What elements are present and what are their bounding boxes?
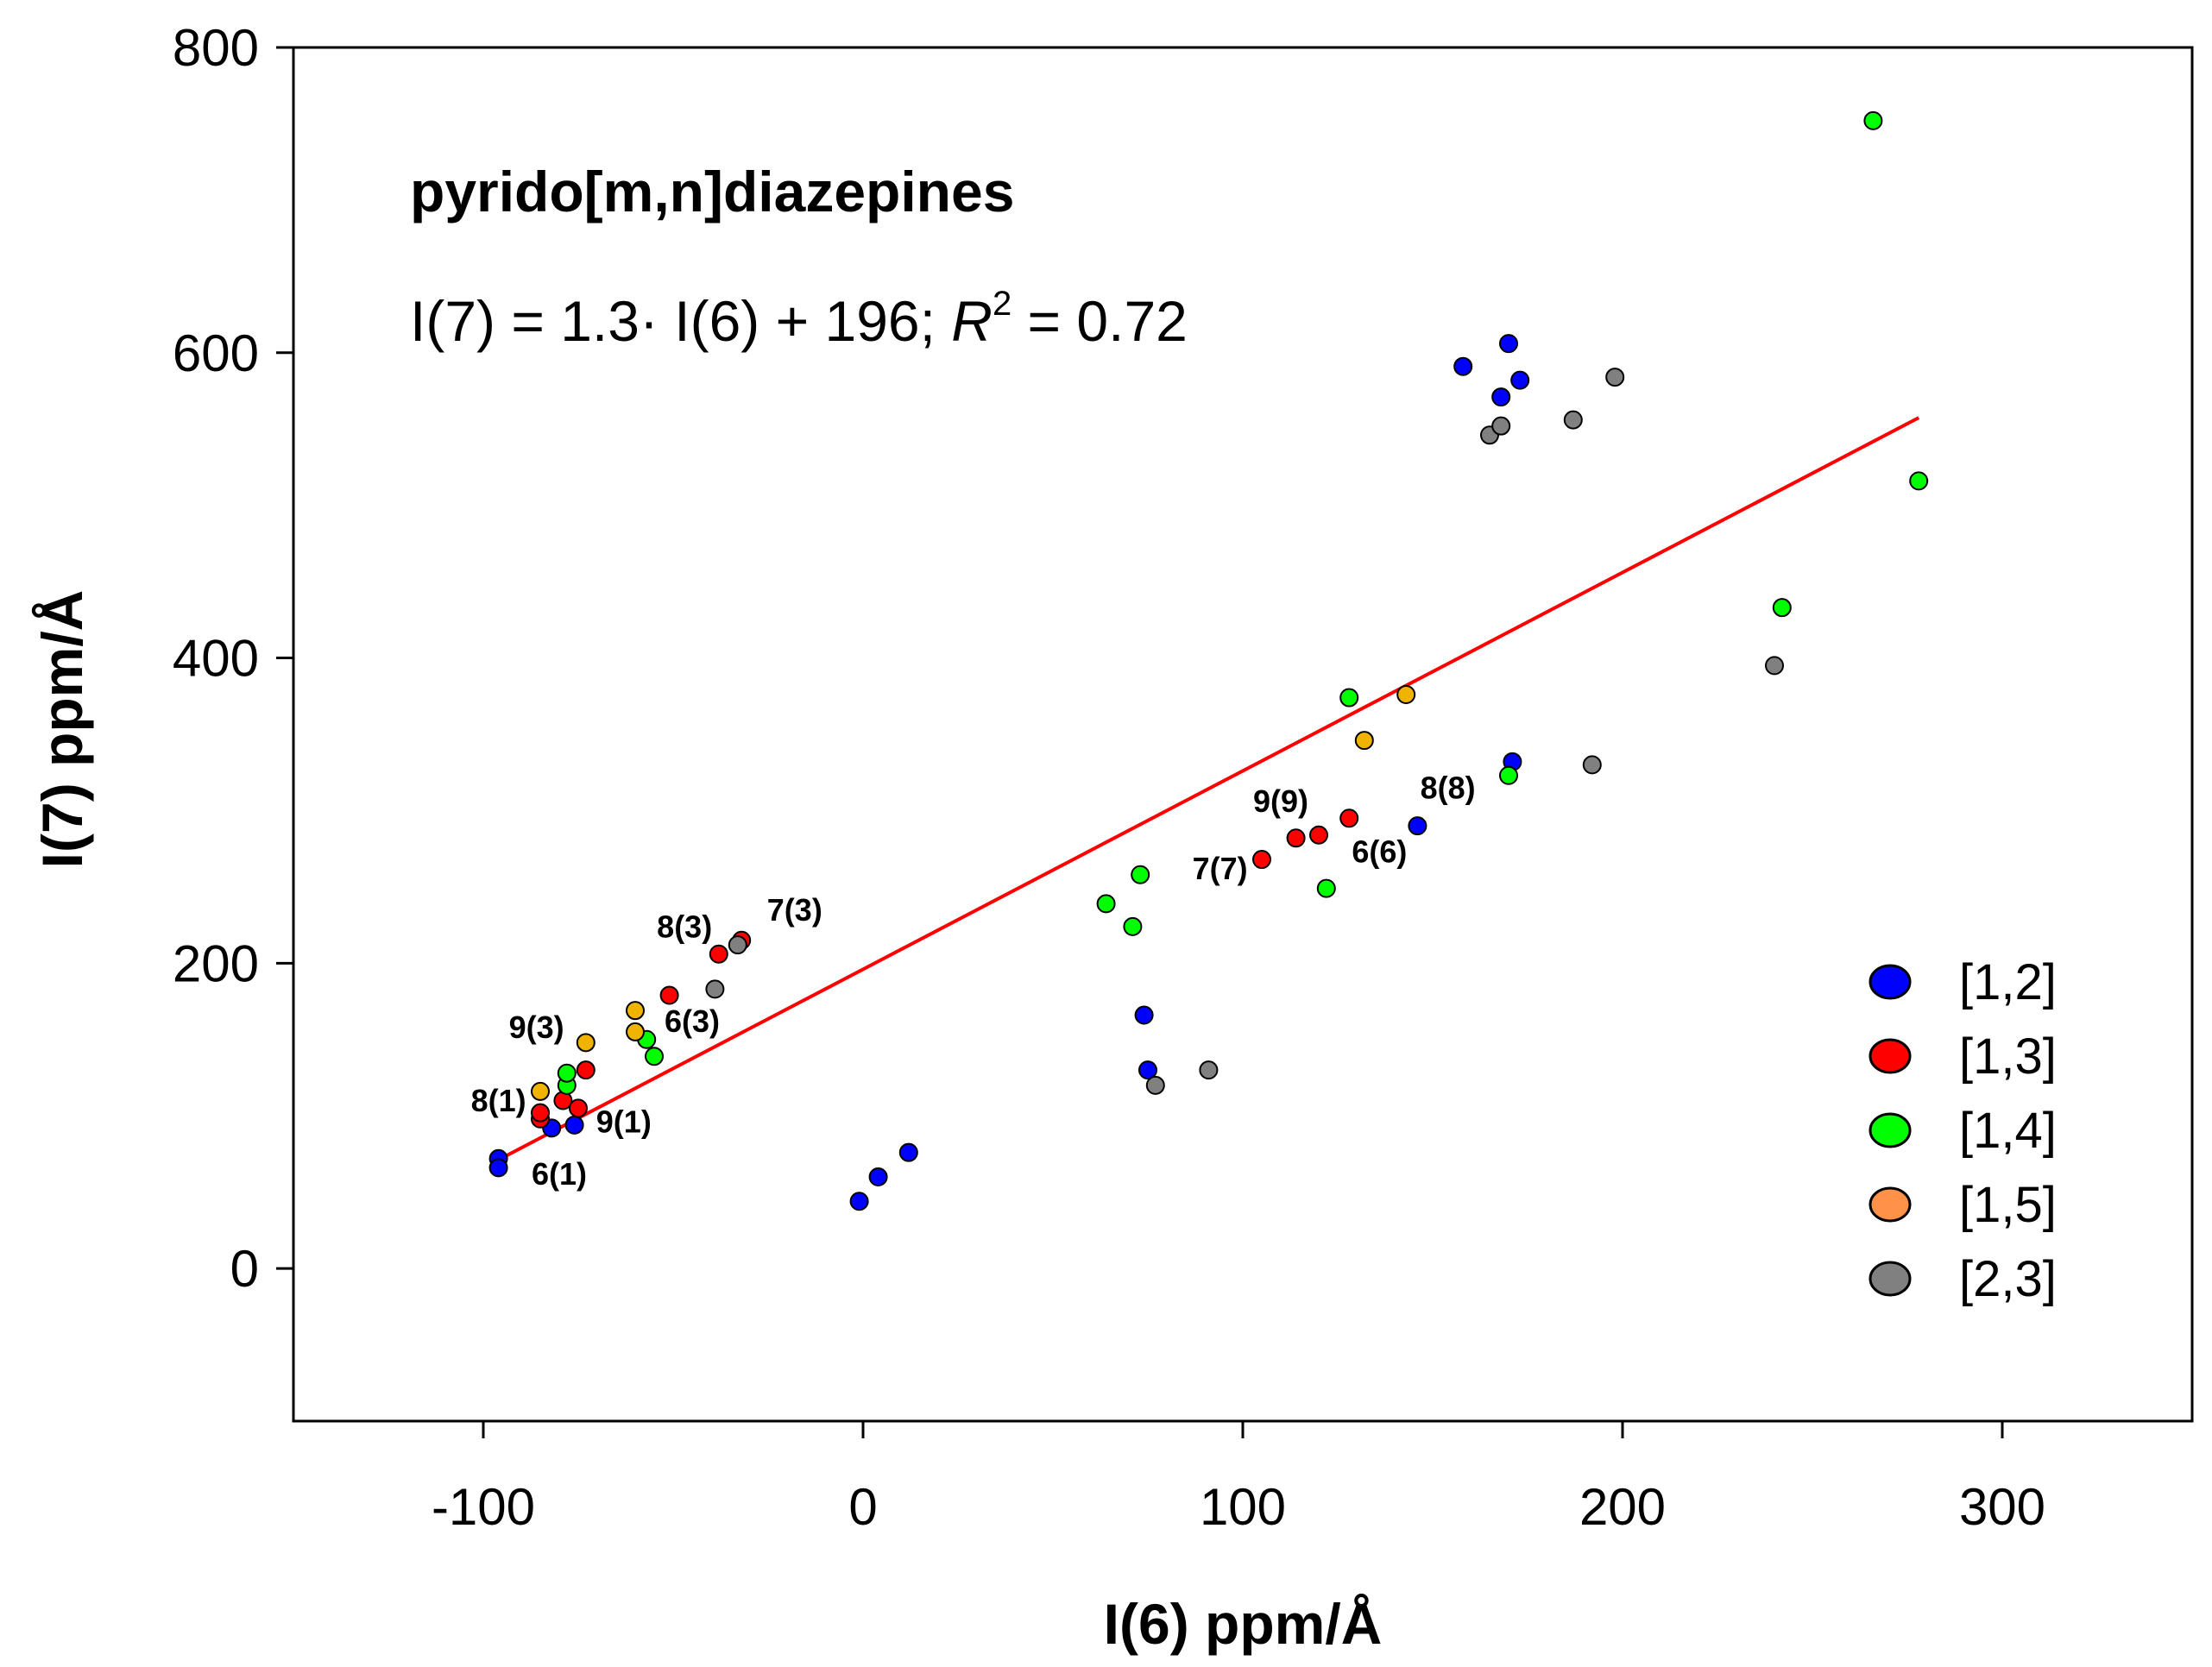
data-point [1499, 334, 1518, 354]
legend-marker [1869, 1112, 1912, 1148]
x-axis-title: I(6) ppm/Å [1104, 1592, 1383, 1656]
data-point [1491, 387, 1511, 407]
point-label: 8(3) [657, 909, 712, 944]
data-point [1582, 755, 1602, 775]
data-points [488, 110, 1929, 1211]
equation-r: R [951, 289, 993, 353]
point-annotations: 8(3) 7(3) 9(3) 6(3) 8(1) 9(1)6(1) 9(9) 8(8) 7(7)… [471, 770, 1476, 1192]
point-label: 9(3) [509, 1010, 564, 1045]
point-label: 9(1) [596, 1104, 652, 1140]
axis-ticks: -100 0 100 200 300 0 200 400 600 800 [173, 19, 2045, 1536]
data-point [645, 1047, 664, 1066]
x-tick-label: 300 [1959, 1478, 2045, 1536]
data-point [1199, 1060, 1219, 1080]
data-point [576, 1033, 596, 1053]
data-point [849, 1192, 869, 1211]
data-point [1354, 731, 1374, 751]
data-point [1563, 410, 1583, 430]
plot-frame [292, 46, 2194, 1423]
data-point [1772, 598, 1792, 618]
data-point [1339, 688, 1359, 708]
data-point [1339, 808, 1359, 828]
y-axis-title: I(7) ppm/Å [30, 590, 94, 869]
y-tick-label: 200 [173, 934, 259, 992]
data-point [1309, 825, 1328, 845]
data-point [1316, 878, 1336, 898]
data-point [1138, 1060, 1157, 1080]
data-point [1510, 370, 1530, 390]
legend-label: [1,2] [1959, 954, 2057, 1010]
data-point [1286, 828, 1306, 848]
data-point [1453, 356, 1473, 376]
data-point [1863, 110, 1883, 130]
point-label: 9(9) [1253, 783, 1308, 819]
point-label: 6(1) [532, 1156, 587, 1192]
data-point [1396, 685, 1416, 705]
legend-label: [2,3] [1959, 1251, 2057, 1307]
data-point [1491, 416, 1511, 436]
data-point [1096, 894, 1116, 914]
point-label: 6(3) [665, 1003, 720, 1039]
data-point [531, 1103, 550, 1123]
data-point [531, 1081, 550, 1101]
data-point [1134, 1005, 1154, 1025]
data-point [868, 1167, 888, 1186]
legend-label: [1,4] [1959, 1103, 2057, 1159]
x-tick-label: 100 [1200, 1478, 1286, 1536]
y-tick-label: 800 [173, 19, 259, 77]
legend-marker [1869, 964, 1912, 1000]
data-point [626, 1022, 645, 1041]
data-point [569, 1098, 588, 1118]
y-tick-label: 400 [173, 630, 259, 688]
point-label: 8(8) [1421, 770, 1476, 805]
data-point [728, 935, 747, 955]
data-point [1131, 865, 1150, 884]
data-point [576, 1060, 596, 1080]
data-point [1765, 656, 1784, 676]
y-tick-label: 0 [230, 1240, 259, 1298]
legend-label: [1,3] [1959, 1029, 2057, 1085]
data-point [1123, 916, 1143, 936]
data-point [705, 979, 725, 999]
equation-superscript: 2 [993, 285, 1011, 323]
data-point [1408, 816, 1427, 836]
data-point [1499, 765, 1518, 785]
point-label: 7(3) [767, 892, 822, 928]
data-point [659, 985, 679, 1005]
data-point [1252, 850, 1271, 870]
x-tick-label: 200 [1579, 1478, 1666, 1536]
point-label: 6(6) [1352, 834, 1407, 870]
y-tick-label: 600 [173, 324, 259, 382]
data-point [557, 1063, 577, 1083]
legend-marker [1869, 1186, 1912, 1223]
data-point [488, 1158, 508, 1178]
legend: [1,2] [1,3] [1,4] [1,5] [2,3] [1869, 954, 2057, 1307]
regression-line [494, 416, 1920, 1164]
data-point [626, 1001, 645, 1021]
data-point [1909, 471, 1929, 491]
x-tick-label: 0 [848, 1478, 877, 1536]
data-point [898, 1142, 918, 1162]
legend-marker [1869, 1261, 1912, 1297]
regression-equation: I(7) = 1.3· I(6) + 196; R2 = 0.72 [410, 285, 1188, 353]
data-point [709, 944, 728, 964]
equation-prefix: I(7) = 1.3· I(6) + 196; [410, 289, 951, 353]
point-label: 8(1) [471, 1083, 526, 1118]
legend-label: [1,5] [1959, 1177, 2057, 1233]
regression-layer [494, 416, 1920, 1164]
data-point [1605, 368, 1625, 387]
data-point [564, 1115, 584, 1135]
x-tick-label: -100 [432, 1478, 535, 1536]
point-label: 7(7) [1193, 851, 1248, 886]
data-point [1145, 1075, 1165, 1095]
legend-marker [1869, 1038, 1912, 1074]
equation-suffix: = 0.72 [1011, 289, 1188, 353]
chart-title: pyrido[m,n]diazepines [410, 160, 1014, 223]
